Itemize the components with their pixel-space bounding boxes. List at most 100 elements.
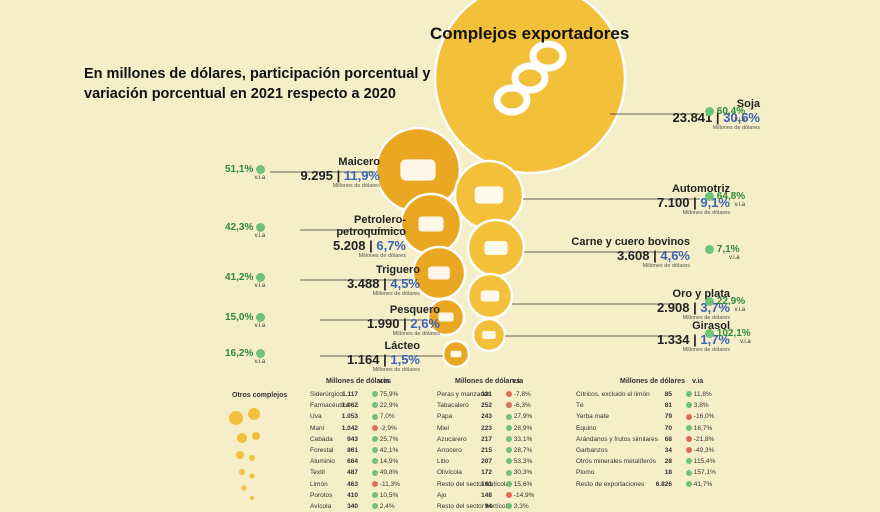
row-name: Resto del sector frutícola bbox=[437, 480, 509, 488]
table-row: Garbanzos 34 -49,3% bbox=[576, 447, 734, 454]
milk-icon bbox=[450, 350, 462, 358]
otros-title: Otros complejos bbox=[232, 392, 288, 399]
complejo-name: Triguero bbox=[375, 264, 420, 276]
value-text: 7.100 | bbox=[656, 195, 701, 210]
corn-icon bbox=[400, 159, 436, 181]
row-value: 252 bbox=[481, 402, 492, 410]
positive-dot-icon bbox=[686, 402, 692, 409]
complejo-value: 1.164 | 1,5% bbox=[300, 352, 420, 367]
row-value: 410 bbox=[347, 491, 358, 499]
car-icon bbox=[474, 186, 504, 204]
row-variation: 7,0% bbox=[372, 413, 395, 420]
positive-dot-icon bbox=[256, 222, 266, 232]
row-variation: 22,9% bbox=[372, 402, 398, 409]
positive-dot-icon bbox=[372, 413, 378, 420]
via-label: v.i.a bbox=[729, 255, 740, 261]
bubbles bbox=[374, 0, 627, 369]
positive-dot-icon bbox=[372, 402, 378, 409]
positive-dot-icon bbox=[686, 480, 692, 487]
variation-label: 60,4% v.i.a bbox=[705, 106, 745, 123]
positive-dot-icon bbox=[372, 503, 378, 510]
variation-text: 42,3% bbox=[225, 222, 254, 233]
variation-text: 157,1% bbox=[692, 469, 716, 477]
positive-dot-icon bbox=[686, 391, 692, 398]
negative-dot-icon bbox=[506, 402, 512, 409]
row-name: Ajo bbox=[437, 491, 447, 499]
row-name: Peras y manzanas bbox=[437, 391, 491, 398]
table-row: Otros minerales metalíferos 28 115,4% bbox=[576, 458, 734, 465]
row-variation: 42,1% bbox=[372, 447, 398, 454]
negative-dot-icon bbox=[686, 413, 692, 420]
row-name: Textil bbox=[310, 469, 325, 477]
mini-bubble bbox=[236, 451, 244, 459]
row-name: Otros minerales metalíferos bbox=[576, 458, 656, 466]
row-variation: 2,4% bbox=[372, 503, 395, 510]
row-name: Garbanzos bbox=[576, 447, 608, 454]
row-value: 217 bbox=[481, 435, 492, 443]
table-header: Millones de dólares bbox=[620, 378, 685, 385]
row-variation: -21,8% bbox=[686, 436, 714, 443]
positive-dot-icon bbox=[506, 503, 512, 510]
table-row: Equino 70 16,7% bbox=[576, 425, 734, 432]
row-variation: 41,7% bbox=[686, 481, 712, 488]
via-label: v.i.a bbox=[740, 339, 751, 345]
complejo-value: 3.488 | 4,5% bbox=[300, 276, 420, 291]
variation-text: 42,1% bbox=[378, 447, 399, 454]
cow-icon bbox=[484, 240, 508, 256]
row-value: 28 bbox=[664, 458, 672, 466]
variation-text: 15,6% bbox=[512, 480, 533, 488]
row-value: 79 bbox=[664, 413, 672, 421]
gold-icon bbox=[480, 290, 500, 302]
row-value: 215 bbox=[481, 447, 492, 454]
unit-label: Millones de dólares bbox=[392, 331, 440, 337]
variation-text: 30,3% bbox=[512, 469, 533, 477]
complejo-label: Pesquero 1.990 | 2,6% Millones de dólares bbox=[320, 304, 440, 337]
complejo-name: Girasol bbox=[692, 320, 730, 332]
negative-dot-icon bbox=[506, 391, 512, 398]
variation-text: -6,3% bbox=[512, 402, 531, 410]
positive-dot-icon bbox=[372, 458, 378, 465]
via-label: v.i.a bbox=[254, 233, 266, 239]
variation-text: 60,4% bbox=[716, 106, 746, 117]
variation-text: 3,8% bbox=[692, 402, 709, 410]
value-text: 3.608 | bbox=[616, 248, 661, 263]
row-value: 172 bbox=[481, 469, 492, 477]
complejo-value: 3.608 | 4,6% bbox=[560, 248, 690, 263]
row-name: Aluminio bbox=[310, 458, 335, 466]
variation-text: 16,7% bbox=[692, 424, 713, 432]
variation-text: 33,1% bbox=[512, 435, 533, 443]
row-value: 664 bbox=[347, 458, 358, 466]
row-name: Resto del sector hortícola bbox=[437, 503, 511, 510]
complejo-label: Carne y cuero bovinos 3.608 | 4,6% Millone… bbox=[560, 236, 690, 269]
value-text: 9.295 | bbox=[300, 168, 344, 183]
row-value: 85 bbox=[664, 391, 672, 398]
row-value: 163 bbox=[481, 480, 492, 488]
share-text: 11,9% bbox=[343, 168, 380, 183]
share-text: 1,5% bbox=[390, 352, 420, 367]
variation-text: 16,2% bbox=[225, 348, 254, 359]
table-row: Resto de exportaciones 6.826 41,7% bbox=[576, 481, 734, 488]
row-variation: 14,9% bbox=[372, 458, 398, 465]
row-variation: -11,3% bbox=[372, 481, 400, 488]
complejo-name: Pesquero bbox=[389, 304, 440, 316]
mini-bubble bbox=[249, 473, 255, 479]
table-row: Forestal 861 42,1% bbox=[310, 447, 420, 454]
wheat-icon bbox=[428, 266, 450, 280]
positive-dot-icon bbox=[705, 296, 714, 306]
variation-text: 2,4% bbox=[378, 503, 395, 510]
row-variation: 30,3% bbox=[506, 469, 532, 476]
positive-dot-icon bbox=[372, 447, 378, 454]
row-value: 34 bbox=[664, 447, 672, 454]
row-name: Avícola bbox=[310, 503, 332, 510]
table-row: Papa 243 27,9% bbox=[437, 413, 554, 420]
positive-dot-icon bbox=[506, 458, 512, 465]
row-variation: 11,8% bbox=[686, 391, 712, 398]
via-label: v.i.a bbox=[734, 307, 746, 313]
table-header-via: v.ia bbox=[692, 378, 704, 385]
variation-text: 75,9% bbox=[378, 391, 399, 398]
positive-dot-icon bbox=[705, 106, 714, 116]
positive-dot-icon bbox=[256, 312, 266, 322]
row-variation: 53,3% bbox=[506, 458, 532, 465]
via-label: v.i.a bbox=[254, 323, 266, 329]
